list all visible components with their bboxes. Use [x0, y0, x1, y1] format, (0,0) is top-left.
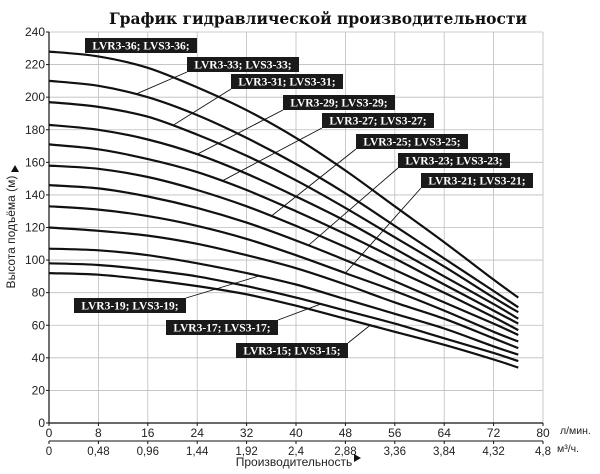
label-leader-line [308, 167, 399, 246]
y-tick-label: 240 [25, 25, 45, 39]
label-leader-line [185, 275, 260, 299]
x2-axis-unit: м³/ч. [557, 443, 579, 455]
x2-tick-label: 3,84 [433, 446, 456, 458]
x2-tick-label: 2,88 [334, 446, 356, 458]
series-label: LVR3-15; LVS3-15; [243, 346, 340, 358]
label-leader-line [277, 303, 321, 321]
x-tick-label: 0 [46, 426, 53, 440]
series-label-box [187, 57, 299, 72]
series-labels: LVR3-36; LVS3-36; LVR3-33; LVS3-33; LVR3-3… [74, 38, 533, 358]
x2-tick-label: 4,8 [535, 446, 551, 458]
y-tick-label: 20 [32, 383, 46, 397]
x2-tick-label: 1,44 [186, 446, 209, 458]
label-leader-line [347, 324, 371, 344]
series-curve [48, 272, 519, 369]
y-tick-label: 180 [25, 123, 45, 137]
series-curve [48, 247, 519, 356]
y-axis-arrow-icon [11, 165, 19, 172]
x-tick-label: 72 [487, 426, 501, 440]
series-curve [48, 226, 519, 350]
x2-tick-label: 0,96 [137, 446, 159, 458]
x-tick-label: 24 [191, 426, 205, 440]
series-curve [48, 101, 519, 314]
series-curve [48, 164, 519, 332]
series-label-box [421, 173, 533, 188]
x-tick-label: 56 [388, 426, 402, 440]
x-tick-label: 8 [95, 426, 102, 440]
label-leader-line [345, 187, 422, 274]
x2-tick-label: 4,32 [482, 446, 504, 458]
x-axis-label: Производительность [236, 455, 352, 469]
x2-tick-label: 3,36 [384, 446, 406, 458]
series-curve [48, 205, 519, 343]
series-label: LVR3-33; LVS3-33; [194, 60, 291, 72]
series-label: LVR3-17; LVS3-17; [173, 323, 270, 335]
series-label-box [85, 38, 197, 53]
series-curve [48, 143, 519, 325]
label-leader-line [271, 148, 357, 217]
series-curve [48, 184, 519, 337]
x2-tick-label: 2,4 [288, 446, 305, 458]
series-curve [48, 50, 519, 299]
x-tick-label: 64 [438, 426, 452, 440]
y-tick-label: 40 [32, 351, 46, 365]
series-label-box [283, 95, 395, 110]
series-label-box [398, 153, 510, 168]
x-axis-unit: л/мин. [560, 425, 591, 437]
x2-tick-label: 1,92 [235, 446, 257, 458]
label-leader-line [196, 109, 284, 155]
series-label: LVR3-23; LVS3-23; [405, 156, 502, 168]
y-tick-label: 100 [25, 253, 45, 267]
series-label-box [166, 320, 278, 335]
y-tick-label: 140 [25, 188, 45, 202]
series-label: LVR3-21; LVS3-21; [428, 176, 525, 188]
series-curves [48, 50, 519, 369]
x-axis-arrow-icon [354, 454, 361, 462]
x-tick-label: 16 [141, 426, 155, 440]
y-tick-label: 60 [32, 318, 46, 332]
axes: 0 20 40 60 80 100 120 140 160 180 200 220 240 0 8 16 24 3… [11, 25, 551, 462]
x2-tick-label: 0,48 [87, 446, 109, 458]
x2-tick-label: 0 [46, 446, 52, 458]
y-tick-label: 80 [32, 286, 46, 300]
chart-title: График гидравлической производительности [109, 9, 527, 28]
series-label-box [322, 113, 434, 128]
label-leader-line [172, 88, 232, 127]
series-label-box [74, 298, 186, 313]
series-label-box [236, 343, 348, 358]
series-label: LVR3-25; LVS3-25; [363, 137, 460, 149]
series-label: LVR3-19; LVS3-19; [81, 301, 178, 313]
series-label: LVR3-36; LVS3-36; [92, 41, 189, 53]
x-tick-label: 80 [536, 426, 550, 440]
series-label: LVR3-29; LVS3-29; [290, 98, 387, 110]
y-tick-label: 0 [38, 416, 45, 430]
x-tick-label: 40 [289, 426, 303, 440]
x-tick-label: 48 [339, 426, 353, 440]
series-label: LVR3-27; LVS3-27; [329, 116, 426, 128]
series-label-box [356, 134, 468, 149]
y-tick-label: 160 [25, 155, 45, 169]
y-tick-label: 200 [25, 90, 45, 104]
series-curve [48, 79, 519, 309]
y-tick-label: 220 [25, 58, 45, 72]
label-leader-line [221, 127, 323, 182]
label-leader-line [135, 71, 188, 95]
series-label: LVR3-31; LVS3-31; [238, 77, 335, 89]
y-axis-label: Высота подъёма (м) [4, 176, 18, 289]
y-tick-label: 120 [25, 221, 45, 235]
series-curve [48, 262, 519, 363]
x-tick-label: 32 [240, 426, 254, 440]
series-label-box [231, 74, 343, 89]
